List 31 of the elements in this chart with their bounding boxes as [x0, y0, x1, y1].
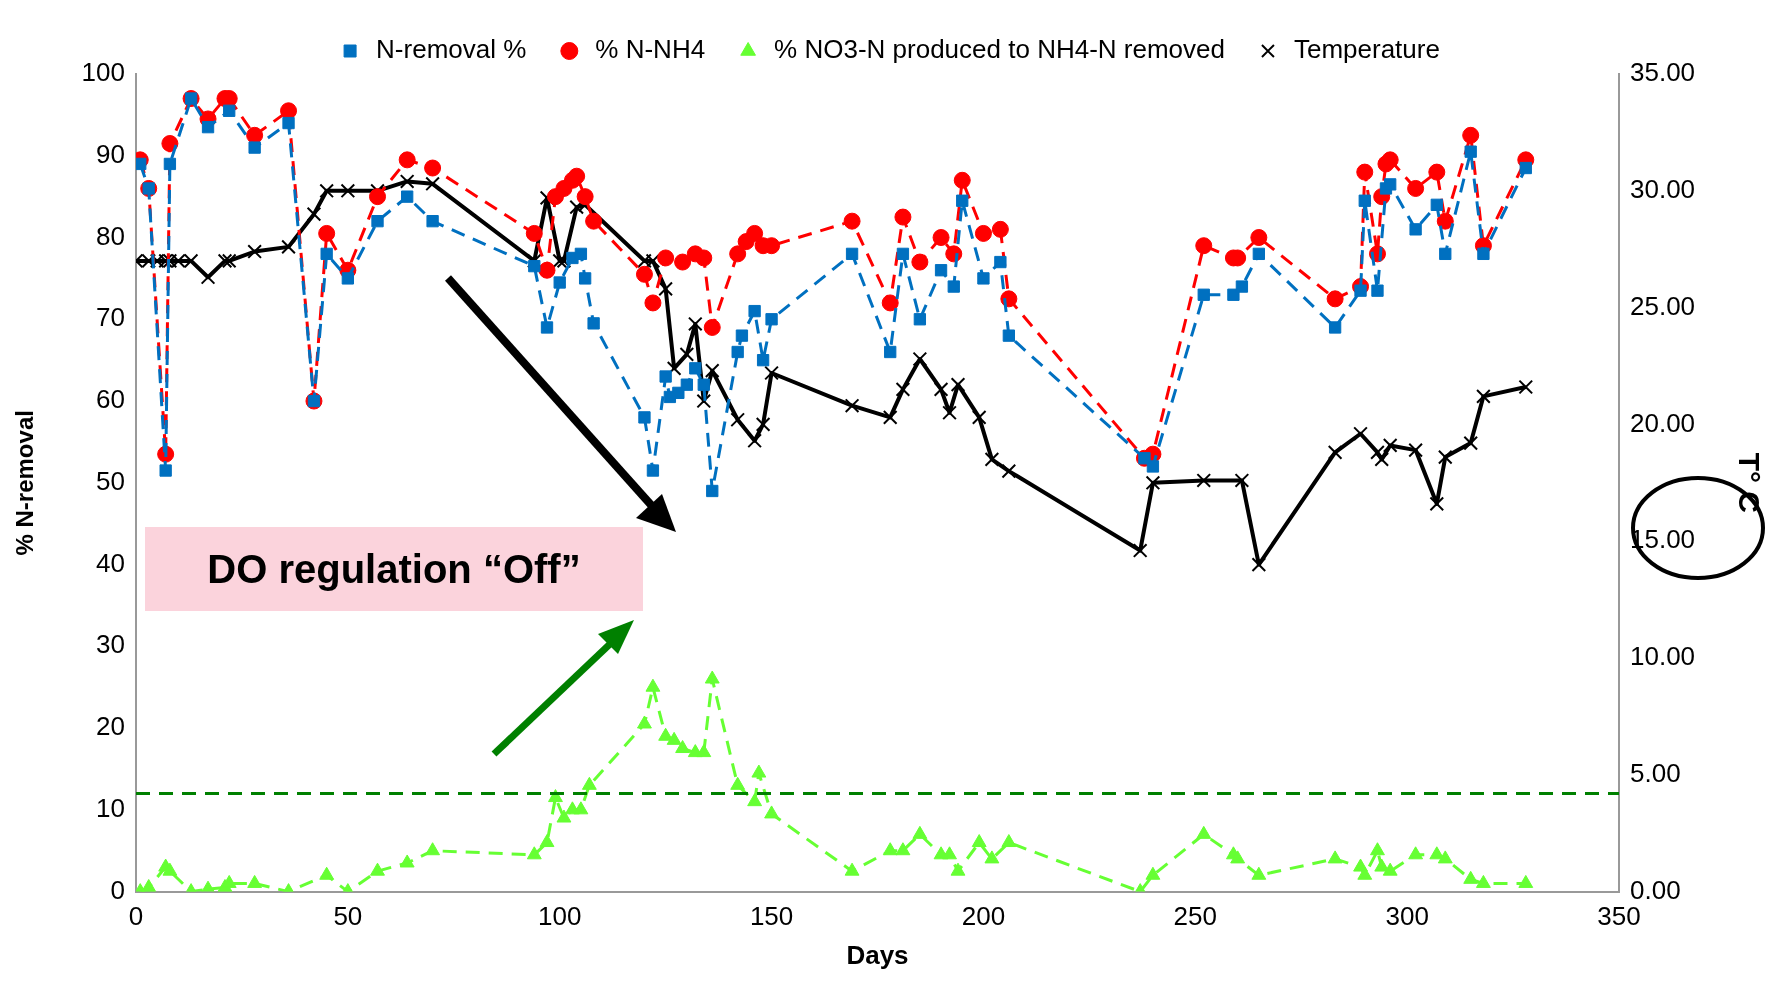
legend-label: % NO3-N produced to NH4-N removed	[774, 34, 1225, 65]
y-tick-label: 40	[96, 547, 125, 578]
x-tick-label: 200	[961, 901, 1006, 932]
x-tick-label: 0	[128, 901, 144, 932]
y-tick-label: 50	[96, 465, 125, 496]
x-tick-label: 250	[1173, 901, 1217, 932]
x-tick-label: 150	[749, 901, 794, 932]
x-tick-label: 300	[1385, 901, 1429, 932]
y2-tick-label: 30.00	[1630, 173, 1696, 204]
y-tick-label: 20	[96, 711, 125, 742]
y-tick-label: 60	[96, 384, 125, 415]
annotation: DO regulation “Off”	[145, 527, 643, 611]
y-axis-title: % N-removal	[11, 410, 39, 556]
x-axis-title: Days	[846, 939, 909, 970]
x-tick-label: 100	[538, 901, 582, 932]
y-tick-label: 10	[96, 793, 125, 824]
y-tick-label: 90	[96, 138, 125, 169]
y2-tick-label: 10.00	[1630, 641, 1696, 672]
y2-tick-label: 25.00	[1630, 290, 1696, 321]
legend-label: % N-NH4	[595, 34, 706, 65]
y2-tick-label: 20.00	[1630, 407, 1696, 438]
y-tick-label: 0	[110, 874, 125, 905]
y2-tick-label: 5.00	[1630, 757, 1681, 788]
y-tick-label: 80	[96, 220, 125, 251]
y-tick-label: 100	[81, 57, 125, 88]
legend-label: N-removal %	[376, 34, 527, 65]
x-tick-label: 50	[333, 901, 363, 932]
legend-label: Temperature	[1293, 34, 1440, 65]
y-tick-label: 30	[96, 629, 125, 660]
y2-tick-label: 35.00	[1630, 57, 1696, 88]
y-tick-label: 70	[96, 302, 125, 333]
